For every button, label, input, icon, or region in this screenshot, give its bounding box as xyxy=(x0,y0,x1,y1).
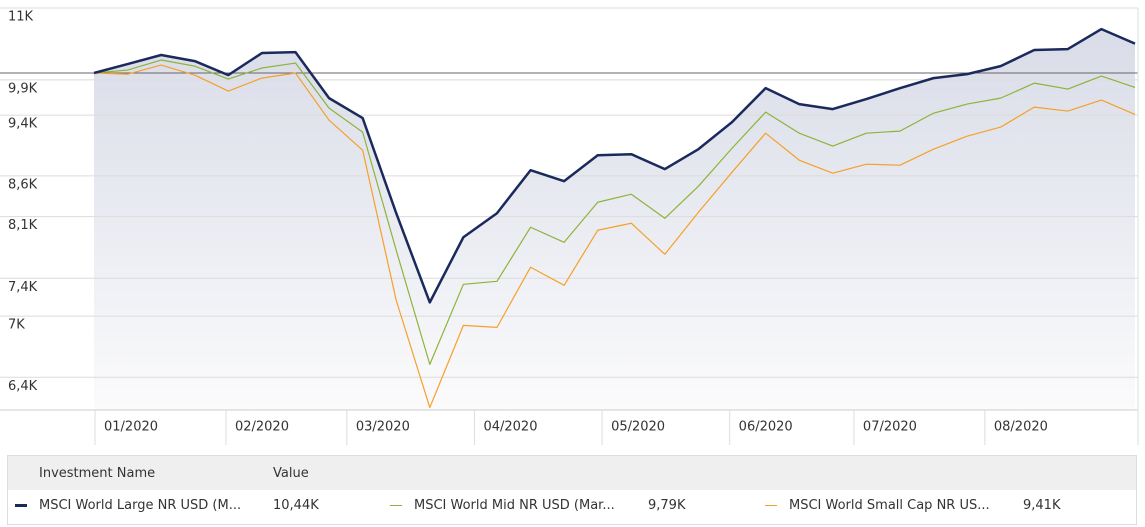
x-tick-label: 03/2020 xyxy=(356,420,410,435)
series-line xyxy=(93,64,1136,409)
series-line xyxy=(93,27,1136,304)
y-tick-label: 7K xyxy=(8,318,25,333)
legend-swatch xyxy=(15,504,27,507)
legend-name: MSCI World Large NR USD (M... xyxy=(39,498,242,513)
x-tick-label: 01/2020 xyxy=(104,420,158,435)
y-tick-label: 8,1K xyxy=(8,218,38,233)
legend-header-name: Investment Name xyxy=(39,466,156,481)
legend-table: Investment Name Value MSCI World Large N… xyxy=(7,455,1137,525)
y-tick-label: 6,4K xyxy=(8,379,38,394)
legend-header xyxy=(8,456,1136,490)
y-tick-label: 7,4K xyxy=(8,280,38,295)
y-tick-label: 9,9K xyxy=(8,81,38,96)
legend-header-value: Value xyxy=(273,466,309,481)
y-tick-label: 8,6K xyxy=(8,177,38,192)
x-tick-label: 04/2020 xyxy=(483,420,537,435)
y-tick-label: 9,4K xyxy=(8,117,38,132)
legend-value: 9,79K xyxy=(648,498,686,513)
chart: 11K 9,9K 9,4K 8,6K 8,1K 7,4K 7K 6,4K 01/2020 02/2… xyxy=(0,7,1139,445)
legend-value: 10,44K xyxy=(273,498,319,513)
legend-swatch xyxy=(765,505,777,506)
legend-name: MSCI World Small Cap NR US... xyxy=(789,498,990,513)
legend-swatch xyxy=(390,505,402,506)
x-tick-label: 02/2020 xyxy=(235,420,289,435)
series-line xyxy=(93,59,1136,365)
x-tick-label: 08/2020 xyxy=(994,420,1048,435)
legend-value: 9,41K xyxy=(1023,498,1061,513)
legend-name: MSCI World Mid NR USD (Mar... xyxy=(414,498,615,513)
y-tick-label: 11K xyxy=(8,10,34,25)
area xyxy=(94,29,1135,411)
x-tick-label: 05/2020 xyxy=(611,420,665,435)
x-tick-label: 07/2020 xyxy=(863,420,917,435)
x-tick-label: 06/2020 xyxy=(739,420,793,435)
